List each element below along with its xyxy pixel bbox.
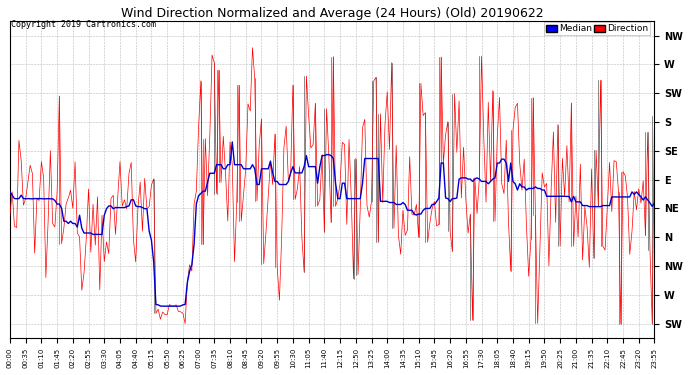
Text: Copyright 2019 Cartronics.com: Copyright 2019 Cartronics.com xyxy=(11,20,156,28)
Title: Wind Direction Normalized and Average (24 Hours) (Old) 20190622: Wind Direction Normalized and Average (2… xyxy=(121,7,544,20)
Legend: Median, Direction: Median, Direction xyxy=(544,22,650,35)
